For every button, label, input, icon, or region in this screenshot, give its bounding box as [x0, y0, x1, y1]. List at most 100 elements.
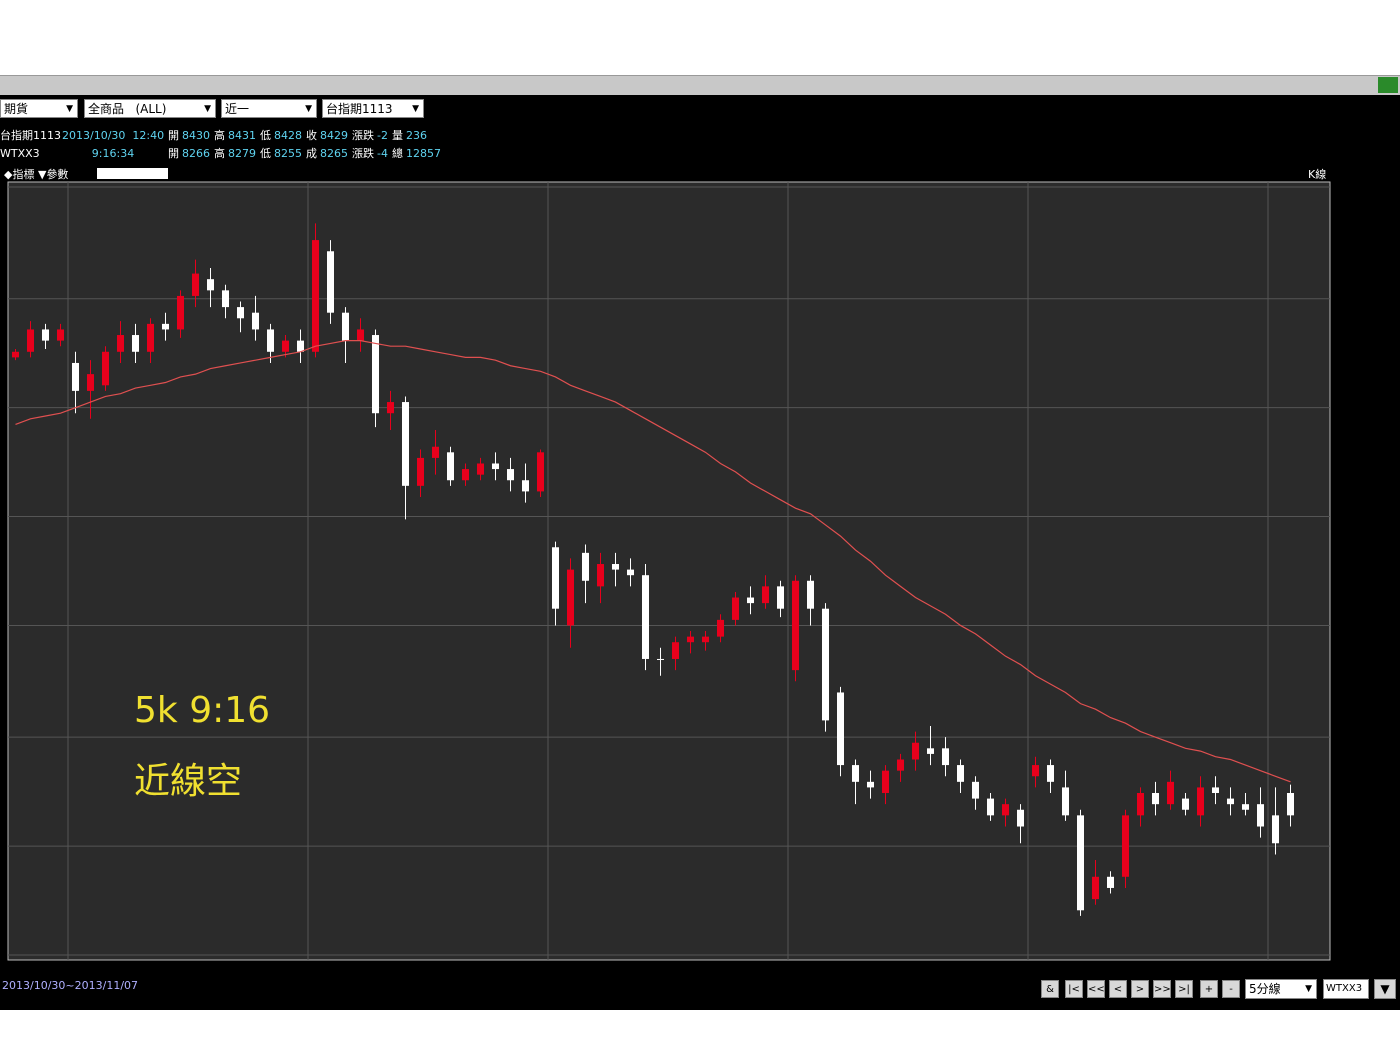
- candle-body: [207, 279, 214, 291]
- quote-value: 8255: [274, 147, 302, 160]
- quote-row: WTXX3 9:16:34 開 8266 高 8279 低 8255 成 8265 漲跌 -4 總 128…: [0, 145, 441, 161]
- product-scope: (ALL): [135, 102, 167, 116]
- quote-label: 高: [214, 147, 225, 160]
- symbol-select[interactable]: 台指期1113 ▼: [322, 99, 424, 118]
- quote-value: 12857: [405, 147, 441, 160]
- candle-body: [1107, 876, 1114, 888]
- status-icon: [1378, 77, 1398, 93]
- candle-body: [117, 335, 124, 352]
- quote-label: 漲跌: [352, 147, 374, 160]
- product-select[interactable]: 全商品 (ALL) ▼: [84, 99, 216, 118]
- quote-time: 2013/10/30 12:40: [62, 129, 165, 142]
- nav-button[interactable]: +: [1200, 980, 1218, 998]
- candle-body: [357, 329, 364, 341]
- candle-body: [627, 569, 634, 576]
- product: 全商品: [88, 102, 125, 116]
- candle-body: [72, 362, 79, 391]
- candle-body: [792, 580, 799, 671]
- interval: 5分線: [1249, 982, 1281, 996]
- nav-button[interactable]: >|: [1175, 980, 1193, 998]
- candle-body: [1182, 798, 1189, 810]
- nav-button[interactable]: <<: [1087, 980, 1105, 998]
- indicator-button[interactable]: 指標: [12, 168, 35, 181]
- candle-body: [1032, 765, 1039, 777]
- candle-body: [327, 251, 334, 313]
- candle-body: [192, 273, 199, 296]
- quote-symbol: WTXX3: [0, 147, 40, 160]
- param-box[interactable]: [97, 168, 168, 179]
- nav-button[interactable]: &: [1041, 980, 1059, 998]
- candle-body: [402, 402, 409, 486]
- nav-button[interactable]: <: [1109, 980, 1127, 998]
- quote-symbol: 台指期1113: [0, 129, 61, 142]
- candle-body: [1077, 815, 1084, 911]
- nav-button[interactable]: |<: [1065, 980, 1083, 998]
- candle-body: [57, 329, 64, 341]
- nav-button[interactable]: -: [1222, 980, 1240, 998]
- candle-body: [132, 335, 139, 352]
- title-bar: [0, 75, 1400, 96]
- candle-body: [1287, 793, 1294, 816]
- quote-value: 236: [405, 129, 427, 142]
- candle-body: [897, 759, 904, 771]
- candle-body: [807, 580, 814, 609]
- candle-body: [597, 564, 604, 587]
- candle-body: [1242, 804, 1249, 810]
- menu-button[interactable]: ▼: [1374, 979, 1396, 999]
- nav-button[interactable]: >>: [1153, 980, 1171, 998]
- candle-body: [732, 597, 739, 620]
- params-button[interactable]: 參數: [46, 168, 69, 181]
- candle-body: [852, 765, 859, 782]
- quote-label: 低: [260, 129, 271, 142]
- candle-body: [1137, 793, 1144, 816]
- candle-body: [642, 575, 649, 659]
- quote-label: 高: [214, 129, 225, 142]
- candle-body: [102, 351, 109, 386]
- candle-body: [582, 552, 589, 581]
- nav-button[interactable]: >: [1131, 980, 1149, 998]
- quote-time: 9:16:34: [91, 147, 135, 160]
- quote-value: 8265: [320, 147, 348, 160]
- quote-value: 8279: [228, 147, 256, 160]
- quote-value: 8428: [274, 129, 302, 142]
- quote-value: -2: [377, 129, 388, 142]
- moving-average: [15, 340, 1291, 783]
- code-input[interactable]: WTXX3: [1323, 979, 1369, 999]
- quote-label: 總: [391, 147, 403, 160]
- candle-body: [177, 295, 184, 330]
- candle-body: [522, 480, 529, 492]
- quote-label: 漲跌: [352, 129, 374, 142]
- candle-body: [747, 597, 754, 604]
- candle-body: [252, 312, 259, 330]
- market-select[interactable]: 期貨 ▼: [0, 99, 78, 118]
- quote-value: 8430: [182, 129, 210, 142]
- candle-body: [42, 329, 49, 341]
- candle-body: [972, 781, 979, 799]
- candle-body: [1197, 787, 1204, 816]
- candle-body: [267, 329, 274, 352]
- candle-body: [417, 457, 424, 486]
- candle-body: [1257, 804, 1264, 827]
- candle-body: [147, 323, 154, 352]
- candle-body: [1122, 815, 1129, 877]
- candle-body: [1062, 787, 1069, 816]
- quote-label: 收: [306, 129, 317, 142]
- candle-body: [672, 642, 679, 659]
- annotation: 近線空: [134, 761, 243, 802]
- interval-select[interactable]: 5分線 ▼: [1245, 979, 1317, 999]
- quote-label: 量: [391, 129, 403, 142]
- quote-value: -4: [377, 147, 388, 160]
- candle-body: [1092, 876, 1099, 900]
- market: 期貨: [4, 102, 29, 116]
- contract-select[interactable]: 近一 ▼: [221, 99, 317, 118]
- candle-body: [1212, 787, 1219, 794]
- quote-value: 8431: [228, 129, 256, 142]
- quote-value: 8429: [320, 129, 348, 142]
- date-range: 2013/10/30~2013/11/07: [2, 979, 139, 992]
- candle-body: [837, 692, 844, 766]
- candle-body: [342, 312, 349, 341]
- candle-body: [237, 307, 244, 319]
- candle-body: [1272, 815, 1279, 844]
